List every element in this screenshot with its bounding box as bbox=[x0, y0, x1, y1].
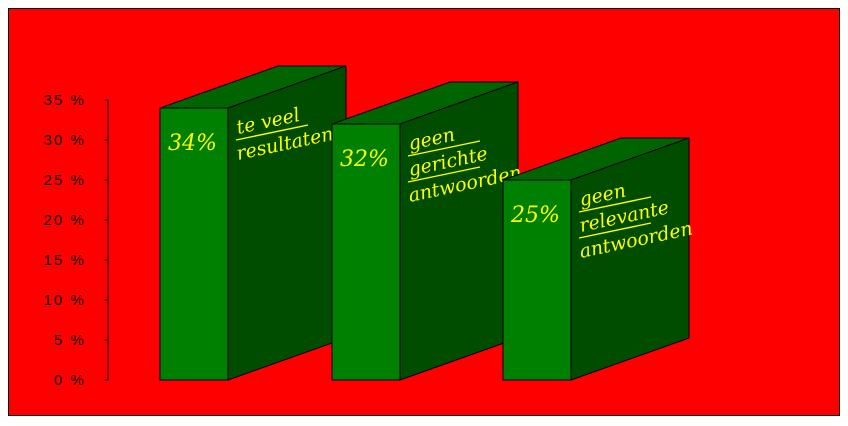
annotation-underline bbox=[578, 196, 652, 213]
y-tick-label: 20 % bbox=[44, 212, 86, 229]
bar-value-label: 25% bbox=[510, 203, 560, 228]
annotation-underline bbox=[407, 166, 481, 183]
bar-front-face bbox=[502, 179, 572, 381]
y-tick-label: 0 % bbox=[54, 372, 86, 389]
y-axis: 0 % 5 % 10 % 15 % 20 % 25 % 30 % 35 % bbox=[44, 92, 109, 389]
bar-side-face bbox=[399, 81, 519, 381]
y-tick-label: 25 % bbox=[44, 172, 86, 189]
y-tick-label: 10 % bbox=[44, 292, 86, 309]
y-tick-label: 30 % bbox=[44, 132, 86, 149]
bar-front-face bbox=[331, 123, 401, 381]
y-tick-label: 5 % bbox=[54, 332, 86, 349]
annotation-underline bbox=[235, 124, 309, 141]
bar-front-face bbox=[159, 107, 229, 381]
bar-value-label: 34% bbox=[168, 131, 217, 156]
annotation-underline bbox=[578, 222, 652, 239]
y-tick-label: 15 % bbox=[44, 252, 86, 269]
bar-value-label: 32% bbox=[340, 147, 389, 172]
y-tick-label: 35 % bbox=[44, 92, 86, 109]
annotation-underline bbox=[407, 140, 481, 157]
